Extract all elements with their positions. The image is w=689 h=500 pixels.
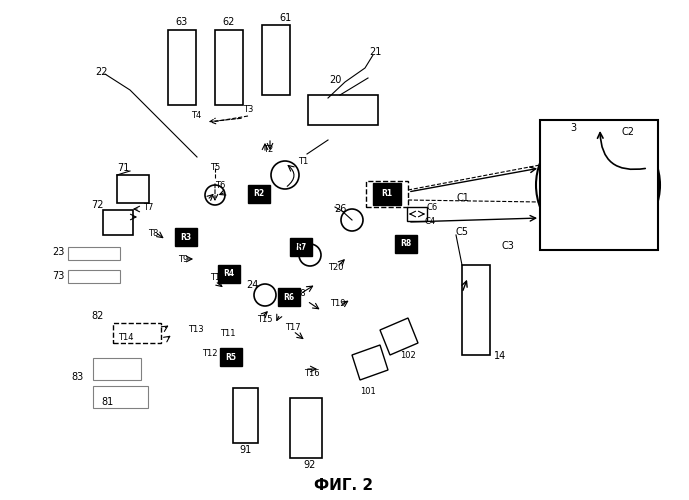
Bar bbox=[117, 175, 149, 203]
Text: 24: 24 bbox=[246, 280, 258, 290]
Text: 82: 82 bbox=[92, 311, 104, 321]
Circle shape bbox=[205, 185, 225, 205]
Text: 71: 71 bbox=[117, 163, 130, 173]
Text: 92: 92 bbox=[304, 460, 316, 470]
Bar bbox=[218, 265, 240, 283]
Text: T19: T19 bbox=[330, 298, 346, 308]
Text: T17: T17 bbox=[285, 324, 301, 332]
Text: T16: T16 bbox=[304, 368, 320, 378]
Circle shape bbox=[341, 209, 363, 231]
Text: T18: T18 bbox=[290, 288, 306, 298]
Text: T6: T6 bbox=[215, 182, 225, 190]
Bar bbox=[233, 388, 258, 443]
Text: C6: C6 bbox=[426, 204, 438, 212]
Text: 81: 81 bbox=[101, 397, 113, 407]
Text: T9: T9 bbox=[178, 256, 188, 264]
Text: T20: T20 bbox=[328, 264, 344, 272]
Bar bbox=[220, 348, 242, 366]
Text: 25: 25 bbox=[291, 243, 303, 253]
Text: 3: 3 bbox=[570, 123, 576, 133]
Text: C2: C2 bbox=[621, 127, 635, 137]
Text: C4: C4 bbox=[424, 218, 435, 226]
Text: 23: 23 bbox=[52, 247, 64, 257]
Text: 21: 21 bbox=[369, 47, 381, 57]
Bar bbox=[68, 247, 120, 260]
Bar bbox=[175, 228, 197, 246]
Text: 61: 61 bbox=[279, 13, 291, 23]
Circle shape bbox=[254, 284, 276, 306]
Text: 91: 91 bbox=[240, 445, 252, 455]
Text: R7: R7 bbox=[296, 242, 307, 252]
Bar bbox=[373, 183, 401, 205]
Bar bbox=[93, 358, 141, 380]
Bar bbox=[113, 323, 161, 343]
Circle shape bbox=[536, 123, 660, 247]
Text: R6: R6 bbox=[283, 292, 295, 302]
Bar bbox=[103, 210, 133, 235]
Text: 83: 83 bbox=[72, 372, 84, 382]
Bar bbox=[462, 265, 490, 355]
Bar bbox=[395, 235, 417, 253]
Text: T12: T12 bbox=[203, 348, 218, 358]
Text: T4: T4 bbox=[191, 110, 201, 120]
Text: 73: 73 bbox=[52, 271, 64, 281]
Text: T14: T14 bbox=[119, 334, 134, 342]
Text: T15: T15 bbox=[257, 316, 273, 324]
Text: 101: 101 bbox=[360, 388, 376, 396]
Text: 20: 20 bbox=[329, 75, 341, 85]
Text: 62: 62 bbox=[223, 17, 235, 27]
Bar bbox=[168, 30, 196, 105]
Text: C5: C5 bbox=[455, 227, 469, 237]
Text: ФИГ. 2: ФИГ. 2 bbox=[314, 478, 373, 492]
Text: 72: 72 bbox=[91, 200, 103, 210]
Bar bbox=[366, 181, 408, 207]
Text: C1: C1 bbox=[457, 193, 469, 203]
Bar bbox=[93, 386, 148, 408]
Bar bbox=[68, 270, 120, 283]
Bar bbox=[308, 95, 378, 125]
Text: T5: T5 bbox=[210, 164, 220, 172]
Bar bbox=[290, 238, 312, 256]
Text: R8: R8 bbox=[400, 240, 411, 248]
Text: C3: C3 bbox=[502, 241, 515, 251]
Text: 26: 26 bbox=[333, 204, 346, 214]
Text: 14: 14 bbox=[494, 351, 506, 361]
Bar bbox=[540, 120, 658, 250]
Text: R1: R1 bbox=[382, 190, 393, 198]
Bar bbox=[262, 25, 290, 95]
Text: T10: T10 bbox=[210, 274, 226, 282]
Circle shape bbox=[299, 244, 321, 266]
Text: R4: R4 bbox=[223, 270, 234, 278]
Text: R2: R2 bbox=[254, 190, 265, 198]
Bar bbox=[290, 398, 322, 458]
Text: T2: T2 bbox=[263, 146, 273, 154]
Circle shape bbox=[271, 161, 299, 189]
Bar bbox=[278, 288, 300, 306]
Text: R5: R5 bbox=[225, 352, 236, 362]
Text: T7: T7 bbox=[143, 204, 153, 212]
Text: R3: R3 bbox=[181, 232, 192, 241]
Text: T3: T3 bbox=[243, 106, 253, 114]
Bar bbox=[407, 207, 427, 221]
Text: T11: T11 bbox=[220, 328, 236, 338]
Bar bbox=[215, 30, 243, 105]
Bar bbox=[248, 185, 270, 203]
Text: T8: T8 bbox=[148, 228, 158, 237]
Text: T13: T13 bbox=[188, 326, 204, 334]
Text: T1: T1 bbox=[298, 158, 308, 166]
Text: 102: 102 bbox=[400, 352, 416, 360]
Text: 22: 22 bbox=[95, 67, 107, 77]
Text: 63: 63 bbox=[176, 17, 188, 27]
